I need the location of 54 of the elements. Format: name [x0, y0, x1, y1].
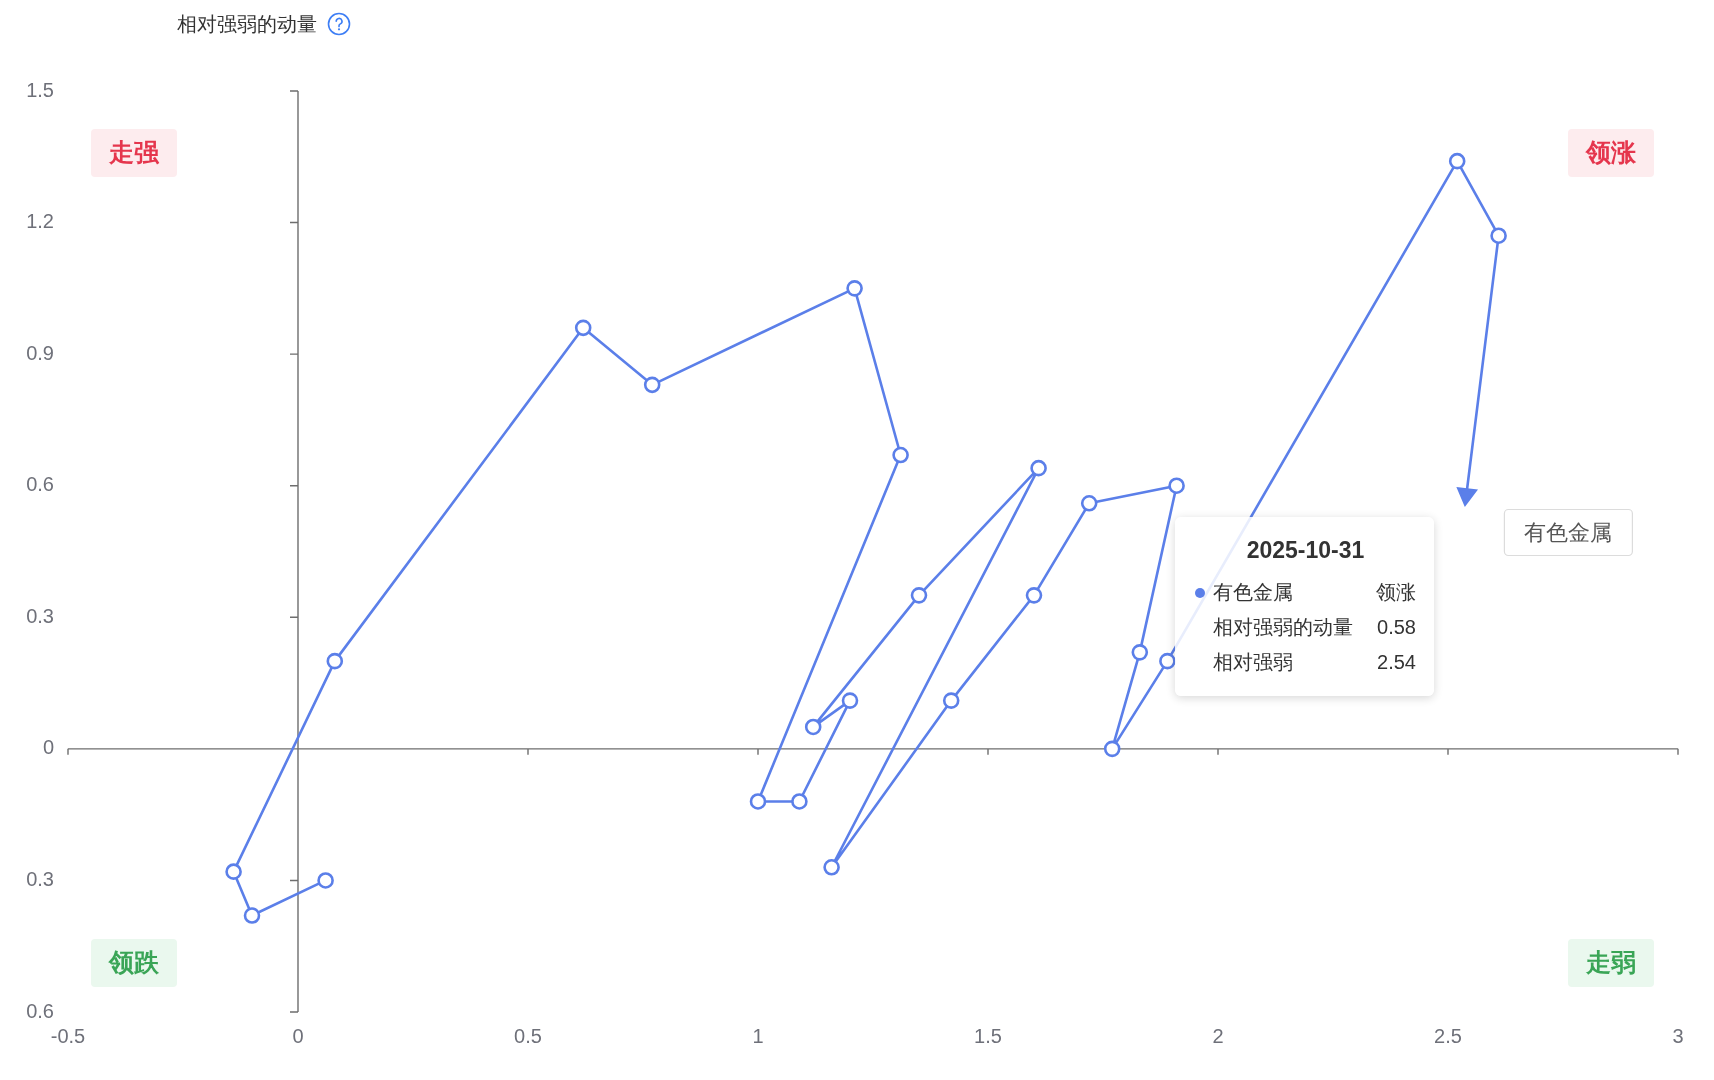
text: 有色金属 — [1524, 519, 1613, 545]
point — [1457, 487, 1477, 506]
x-tick-label: 1 — [752, 1024, 764, 1047]
annotation: 领跌 — [108, 947, 160, 976]
point — [910, 587, 928, 604]
x-tick-label: 2.5 — [1434, 1024, 1462, 1047]
point — [643, 376, 661, 394]
point — [1448, 152, 1466, 170]
annotation: 走强 — [108, 137, 160, 166]
y-tick-label: 0 — [42, 736, 54, 759]
point — [749, 793, 767, 810]
point — [1080, 494, 1098, 512]
annotation: 2.54 — [1377, 650, 1416, 675]
y-tick-label: 0.3 — [26, 604, 54, 627]
point — [1030, 459, 1047, 477]
x-tick-label: -0.5 — [50, 1024, 86, 1047]
point — [942, 692, 960, 709]
point — [225, 863, 242, 880]
point — [1159, 652, 1176, 670]
point — [326, 652, 344, 670]
annotation: 领涨 — [1376, 580, 1416, 605]
point — [1168, 477, 1185, 495]
annotation: 2025-10-31 — [1245, 536, 1366, 565]
point — [1103, 740, 1121, 758]
x-tick-label: 0.5 — [514, 1024, 542, 1047]
x-tick-label: 1.5 — [974, 1024, 1002, 1047]
y-tick-label: 0.6 — [26, 473, 54, 496]
y-tick-label: 0.6 — [26, 999, 54, 1022]
point — [574, 319, 592, 337]
point — [1490, 227, 1507, 245]
annotation: 领涨 — [1585, 137, 1637, 166]
point — [317, 872, 334, 889]
point — [804, 718, 822, 736]
point — [892, 446, 909, 464]
x-tick-label: 2 — [1212, 1024, 1224, 1047]
point — [1025, 587, 1043, 604]
y-tick-label: 1.2 — [26, 210, 54, 233]
point — [243, 907, 261, 924]
point — [846, 280, 863, 297]
point — [1131, 644, 1149, 661]
point — [841, 692, 859, 709]
annotation: 相对强弱 — [1213, 650, 1294, 675]
y-tick-label: 0.3 — [26, 867, 54, 890]
y-axis-title: 相对强弱的动量 — [177, 12, 317, 37]
point — [823, 858, 840, 876]
annotation: 走弱 — [1585, 947, 1636, 976]
y-tick-label: 1.5 — [26, 78, 54, 101]
x-tick-label: 3 — [1672, 1024, 1684, 1047]
x-tick-label: 0 — [292, 1024, 304, 1047]
point — [791, 793, 808, 810]
y-tick-label: 0.9 — [26, 341, 54, 364]
annotation: 0.58 — [1377, 615, 1416, 640]
annotation: 有色金属 — [1213, 580, 1294, 605]
annotation: 相对强弱的动量 — [1213, 615, 1354, 640]
